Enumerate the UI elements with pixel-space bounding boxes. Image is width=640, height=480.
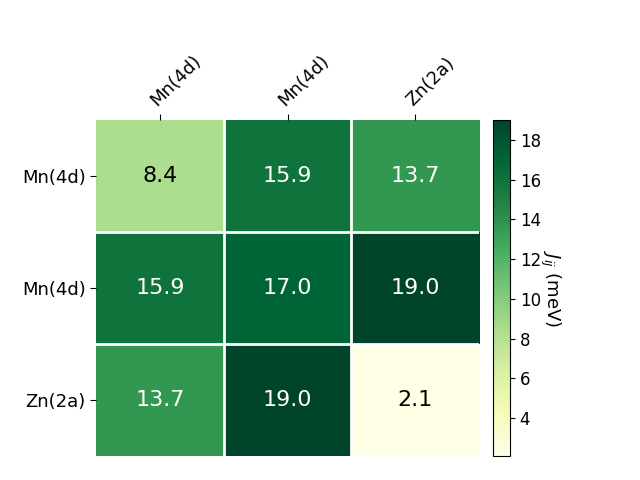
Text: 13.7: 13.7: [390, 166, 440, 186]
Text: 15.9: 15.9: [263, 166, 312, 186]
Text: 13.7: 13.7: [135, 390, 184, 410]
Text: 2.1: 2.1: [397, 390, 433, 410]
Text: 8.4: 8.4: [142, 166, 177, 186]
Text: 17.0: 17.0: [263, 278, 312, 298]
Text: 19.0: 19.0: [263, 390, 312, 410]
Text: 19.0: 19.0: [390, 278, 440, 298]
Y-axis label: $J_{ij}$ (meV): $J_{ij}$ (meV): [538, 250, 562, 326]
Text: 15.9: 15.9: [135, 278, 184, 298]
